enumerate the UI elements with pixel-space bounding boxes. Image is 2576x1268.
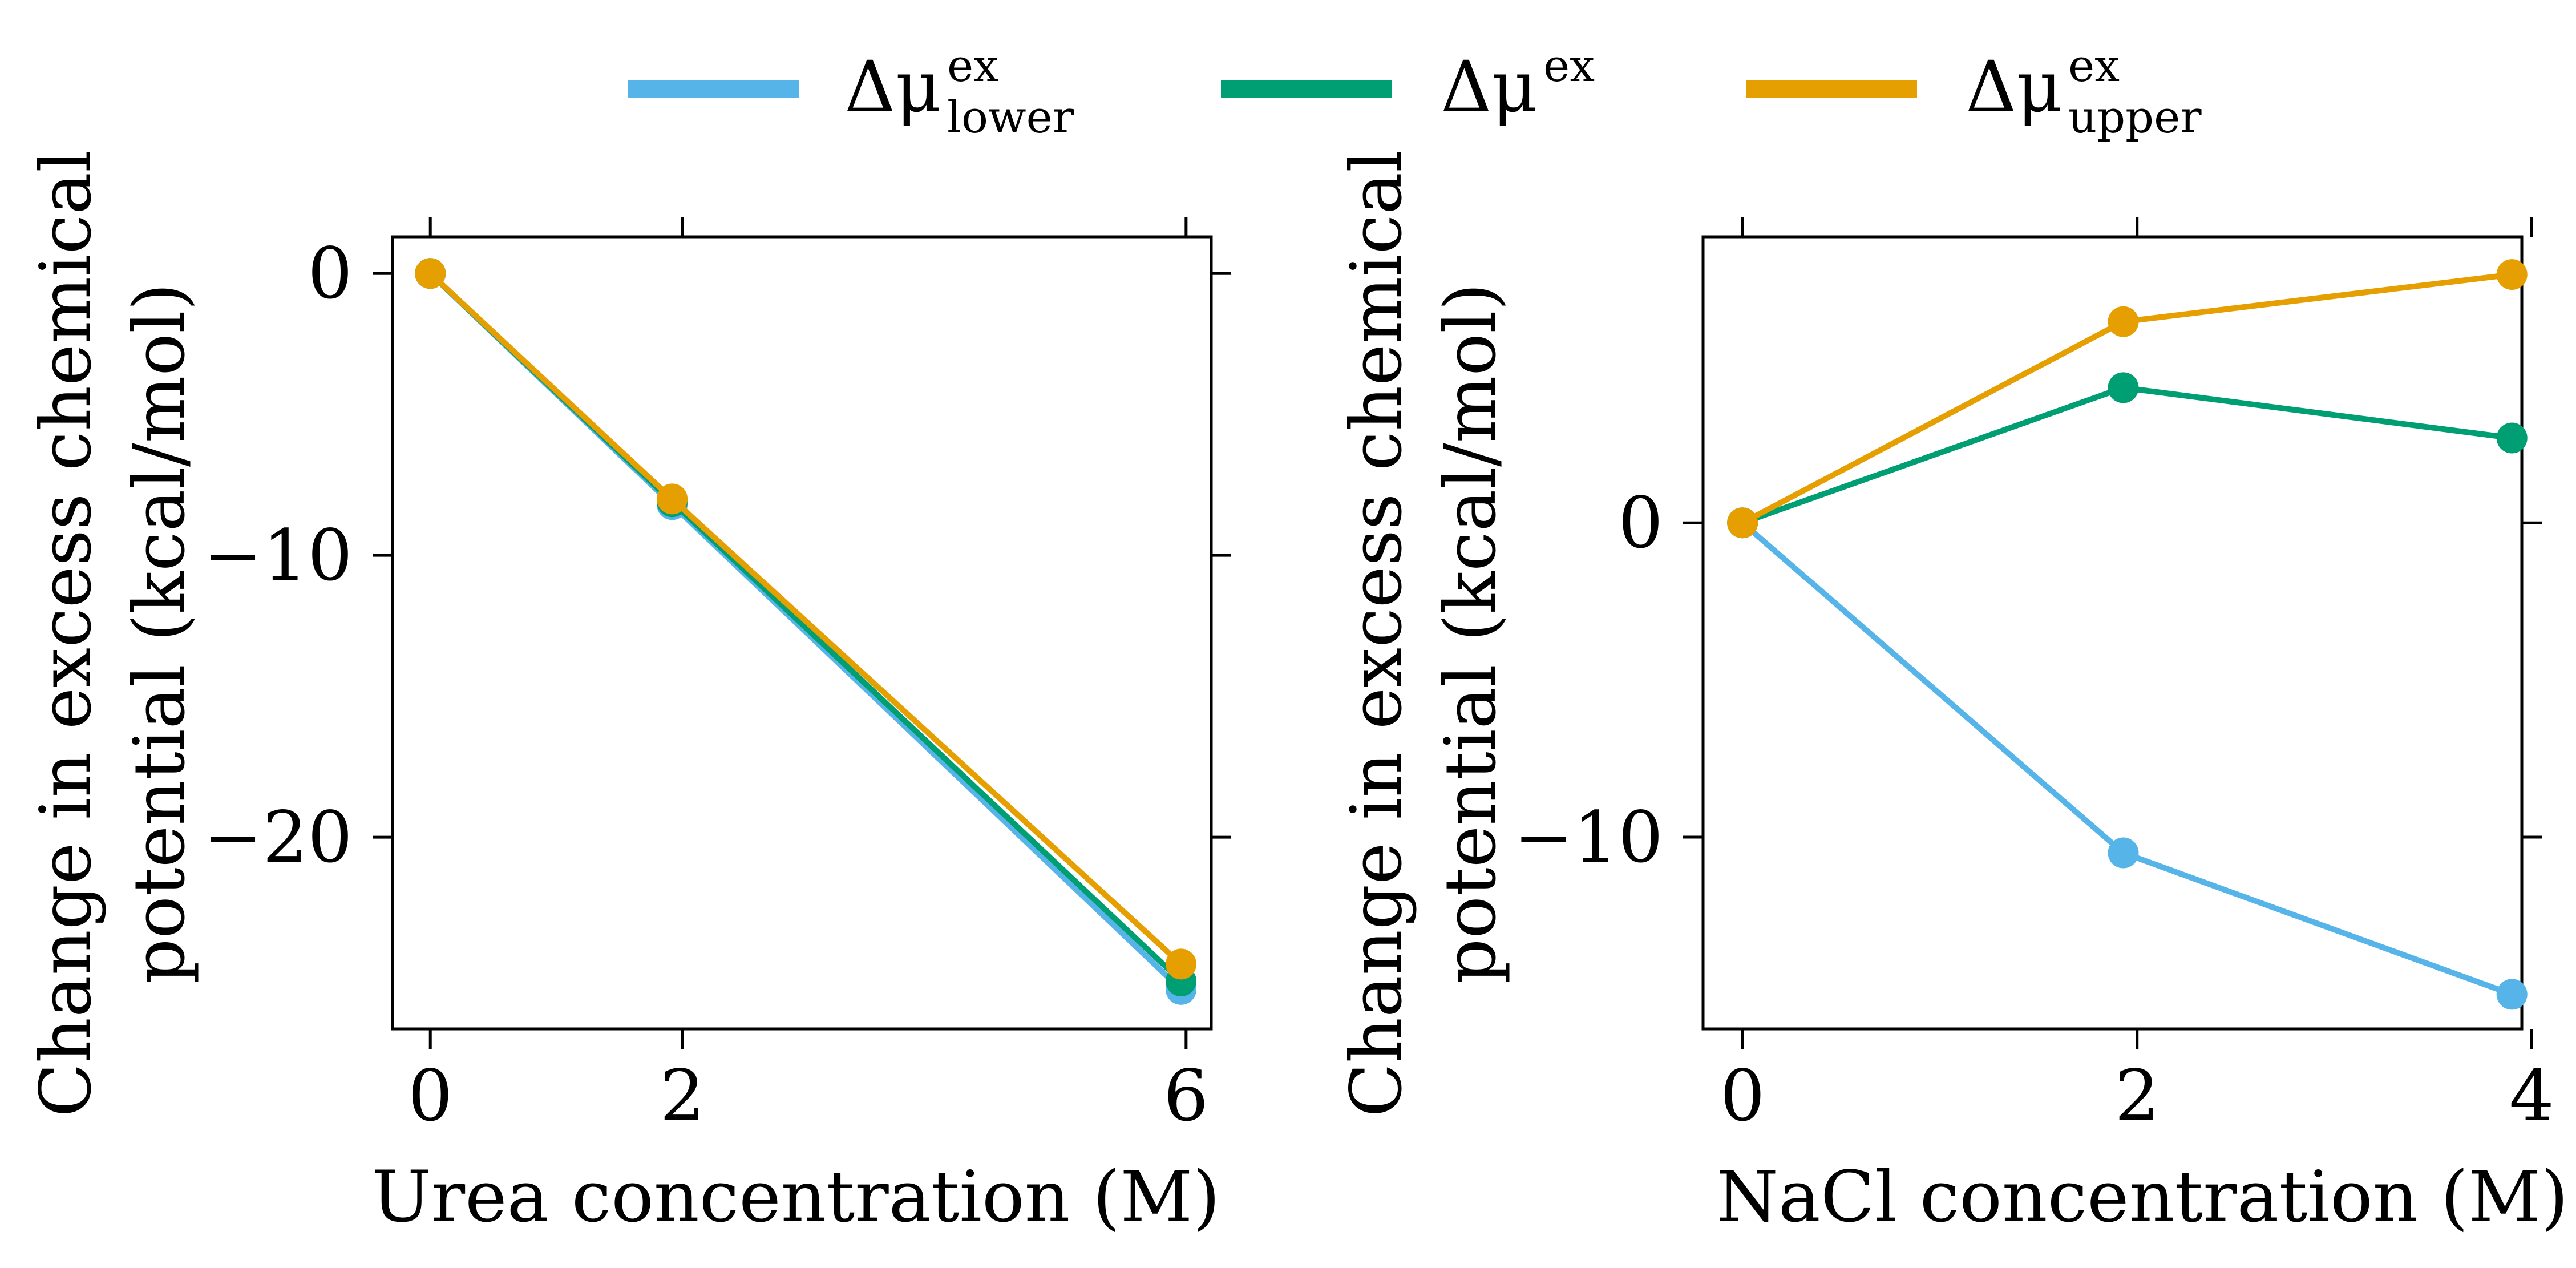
nacl-series-0-point-1 bbox=[2108, 837, 2139, 869]
nacl-x-tick-label-2: 4 bbox=[2509, 1055, 2554, 1137]
legend-sup-mid: ex bbox=[1543, 41, 1595, 92]
legend-entry-lower: Δμ ex lower bbox=[628, 41, 1074, 143]
nacl-x-tick-label-1: 2 bbox=[2114, 1055, 2160, 1137]
nacl-y-axis-label-line1: Change in excess chemical bbox=[1336, 150, 1418, 1117]
nacl-ticks: 0 2 4 0 −10 bbox=[1514, 217, 2554, 1137]
legend-label-mid: Δμ bbox=[1441, 46, 1538, 128]
nacl-x-axis-label: NaCl concentration (M) bbox=[1716, 1156, 2568, 1238]
urea-x-tick-label-2: 6 bbox=[1163, 1055, 1208, 1137]
urea-plot-frame bbox=[391, 235, 1213, 1031]
urea-x-tick-label-1: 2 bbox=[660, 1055, 705, 1137]
urea-y-axis-label-line1: Change in excess chemical bbox=[25, 150, 107, 1117]
nacl-series-2-point-2 bbox=[2496, 259, 2528, 290]
nacl-series-1-point-1 bbox=[2108, 372, 2139, 403]
nacl-series-1-point-2 bbox=[2496, 422, 2528, 454]
legend: Δμ ex lower Δμ ex Δμ ex upper bbox=[628, 41, 2202, 143]
nacl-series-line-1 bbox=[1740, 385, 2515, 526]
nacl-data-marks bbox=[1727, 259, 2528, 1010]
urea-series-2-point-2 bbox=[1166, 948, 1197, 980]
urea-y-tick-label-2: −20 bbox=[203, 797, 353, 879]
urea-data-marks bbox=[415, 258, 1197, 1005]
urea-y-tick-label-0: 0 bbox=[308, 233, 353, 315]
nacl-y-axis-label-line2: potential (kcal/mol) bbox=[1430, 283, 1512, 984]
svg-text:Δμ: Δμ bbox=[844, 46, 941, 128]
nacl-series-line-0 bbox=[1740, 520, 2515, 998]
nacl-series-2-point-1 bbox=[2108, 306, 2139, 337]
legend-sup-lower: ex bbox=[947, 41, 998, 92]
urea-chart-panel: Change in excess chemical potential (kca… bbox=[25, 150, 1231, 1238]
urea-series-2-point-0 bbox=[415, 258, 446, 289]
nacl-plot-frame bbox=[1701, 235, 2524, 1031]
urea-y-tick-label-1: −10 bbox=[203, 515, 353, 597]
legend-sub-upper: upper bbox=[2068, 92, 2202, 143]
urea-series-2-point-1 bbox=[657, 483, 688, 515]
legend-label-upper: Δμ bbox=[1966, 46, 2063, 128]
urea-ticks: 0 2 6 0 −10 −20 bbox=[203, 217, 1231, 1137]
legend-sup-upper: ex bbox=[2068, 41, 2120, 92]
nacl-series-0-point-2 bbox=[2496, 979, 2528, 1010]
legend-entry-upper: Δμ ex upper bbox=[1746, 41, 2202, 143]
nacl-x-tick-label-0: 0 bbox=[1720, 1055, 1765, 1137]
urea-y-axis-label-line2: potential (kcal/mol) bbox=[119, 283, 201, 984]
urea-x-axis-label: Urea concentration (M) bbox=[371, 1156, 1220, 1238]
nacl-y-tick-label-0: 0 bbox=[1618, 482, 1663, 564]
legend-entry-mid: Δμ ex bbox=[1221, 41, 1595, 128]
nacl-y-tick-label-1: −10 bbox=[1514, 797, 1663, 879]
legend-label-lower: Δμ bbox=[844, 46, 941, 128]
svg-text:Δμ: Δμ bbox=[1966, 46, 2063, 128]
nacl-series-2-point-0 bbox=[1727, 507, 1758, 539]
svg-text:Δμ: Δμ bbox=[1441, 46, 1538, 128]
urea-series-line-2 bbox=[427, 270, 1184, 967]
urea-x-tick-label-0: 0 bbox=[408, 1055, 453, 1137]
legend-sub-lower: lower bbox=[947, 92, 1074, 143]
nacl-chart-panel: Change in excess chemical potential (kca… bbox=[1336, 150, 2569, 1238]
